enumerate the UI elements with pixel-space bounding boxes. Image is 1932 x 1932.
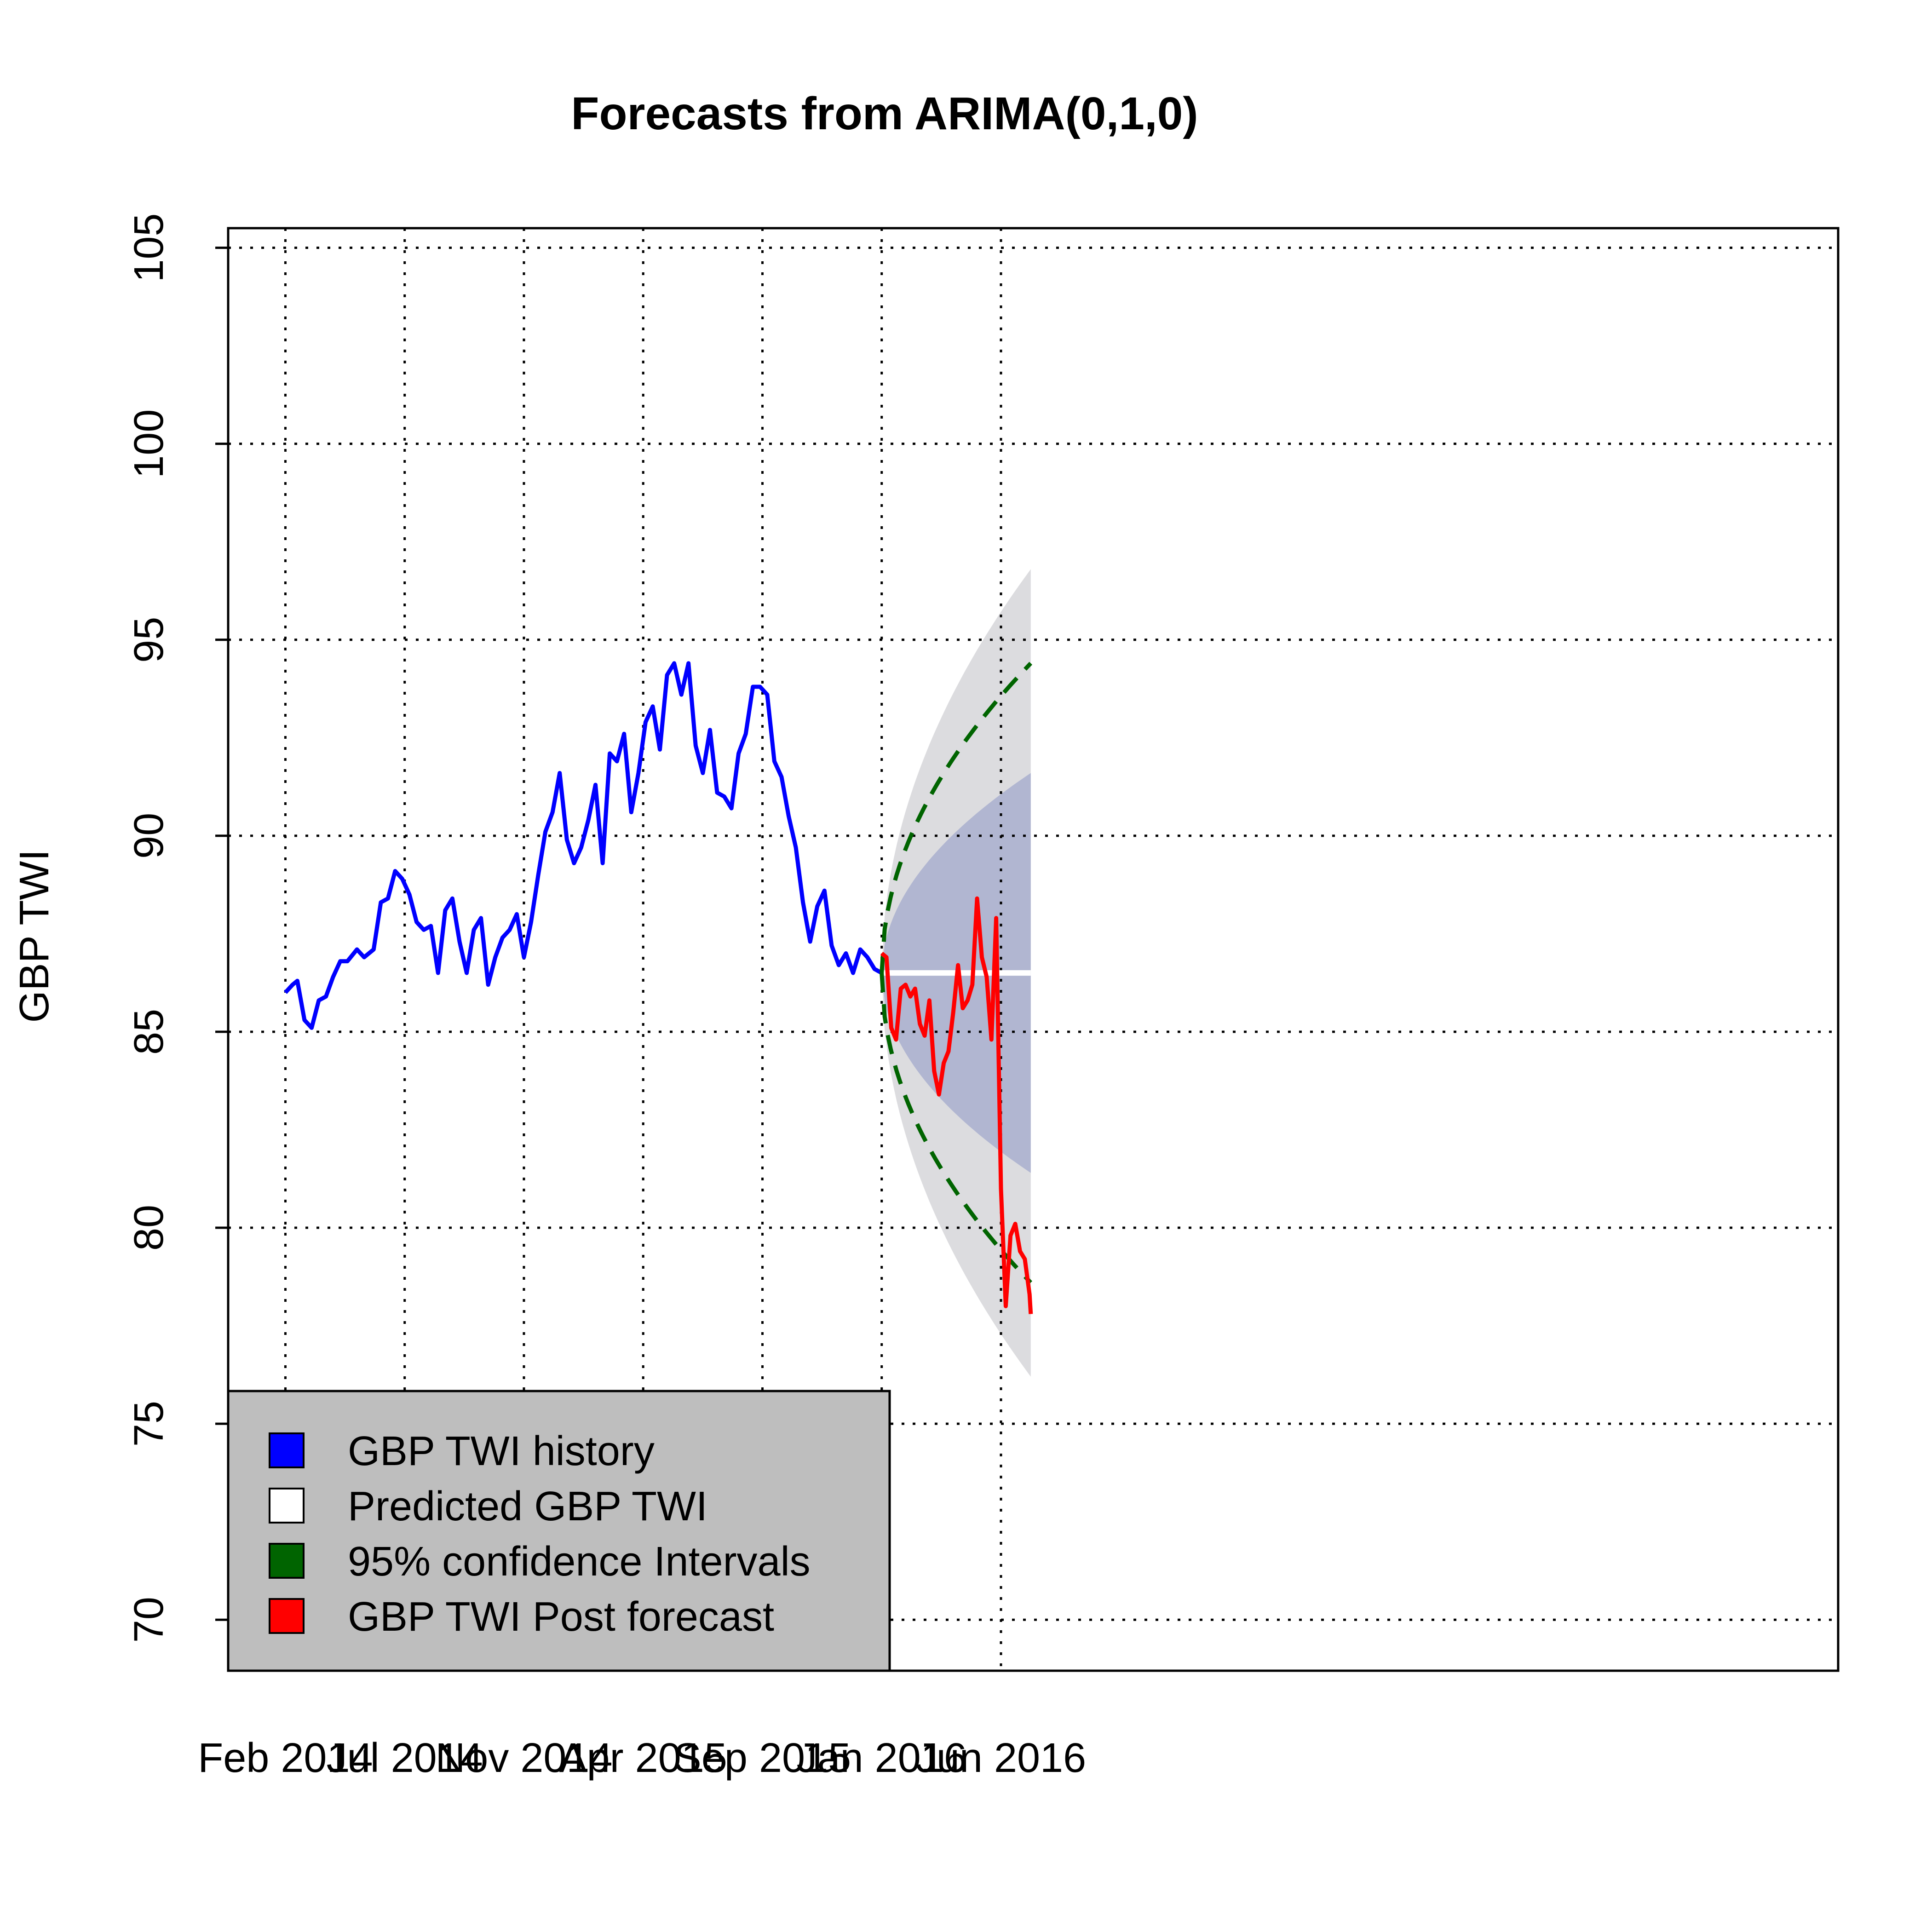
legend-label: GBP TWI Post forecast <box>348 1594 774 1640</box>
legend-box <box>227 1390 891 1672</box>
legend-swatch <box>269 1488 305 1524</box>
post-forecast-line <box>880 896 1033 1314</box>
legend-label: GBP TWI history <box>348 1428 655 1474</box>
y-tick-label: 90 <box>126 813 172 859</box>
legend: GBP TWI history Predicted GBP TWI 95% conf… <box>227 1390 891 1672</box>
legend-swatch <box>269 1598 305 1634</box>
x-tick-label: Jul 2014 <box>327 1735 483 1781</box>
legend-label: 95% confidence Intervals <box>348 1539 811 1585</box>
x-tick-label: Sep 2015 <box>674 1735 851 1781</box>
plot-frame <box>227 227 1840 1672</box>
y-tick-label: 70 <box>126 1597 172 1643</box>
y-tick-label: 85 <box>126 1009 172 1055</box>
y-tick-label: 105 <box>126 213 172 282</box>
legend-swatch <box>269 1432 305 1468</box>
legend-label: Predicted GBP TWI <box>348 1484 707 1530</box>
y-tick-label: 100 <box>126 409 172 478</box>
x-tick-label: Feb 2014 <box>198 1735 373 1781</box>
ci95-upper-line <box>880 661 1033 973</box>
legend-swatch <box>269 1543 305 1579</box>
chart-title: Forecasts from ARIMA(0,1,0) <box>571 88 1198 139</box>
x-tick-label: Jun 2016 <box>916 1735 1086 1781</box>
x-tick-label: Jan 2016 <box>797 1735 967 1781</box>
y-tick-label: 95 <box>126 617 172 663</box>
ci95-lower-line <box>880 972 1033 1284</box>
y-tick-label: 75 <box>126 1401 172 1447</box>
y-axis-label: GBP TWI <box>12 850 58 1023</box>
series-lines <box>284 661 1033 1314</box>
x-tick-label: Apr 2015 <box>559 1735 727 1781</box>
x-tick-label: Nov 2014 <box>435 1735 612 1781</box>
history-line <box>284 661 883 1030</box>
y-tick-label: 80 <box>126 1205 172 1251</box>
